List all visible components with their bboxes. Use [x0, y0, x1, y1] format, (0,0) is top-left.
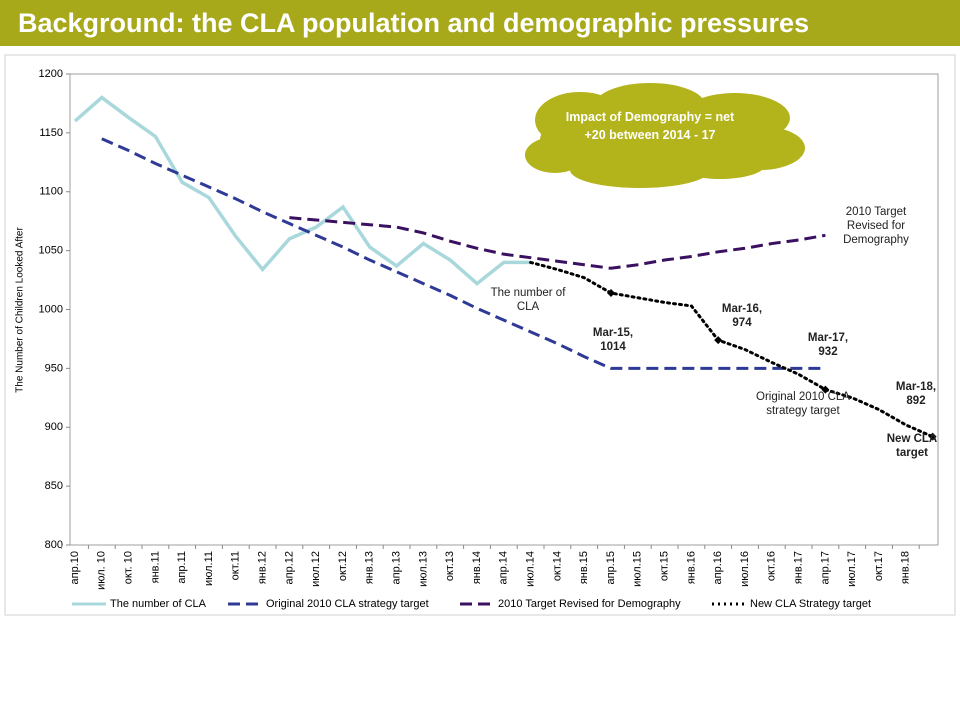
- x-tick-label: янв.11: [149, 551, 161, 583]
- x-tick-label: окт.13: [444, 551, 456, 581]
- point-label: Mar-16, 974: [721, 303, 763, 329]
- x-tick-label: окт.11: [230, 551, 242, 580]
- x-tick-label: июл.14: [525, 551, 537, 587]
- callout-text: Impact of Demography = net +20 between 2…: [565, 110, 735, 142]
- x-tick-label: окт.12: [337, 551, 349, 581]
- point-label: Mar-17, 932: [807, 332, 849, 358]
- x-tick-label: окт.15: [659, 551, 671, 581]
- legend-label: 2010 Target Revised for Demography: [498, 598, 681, 610]
- x-tick-label: янв.14: [471, 551, 483, 584]
- x-tick-label: янв.17: [793, 551, 805, 584]
- y-tick-label: 900: [45, 421, 63, 433]
- x-tick-label: июл. 10: [96, 551, 108, 590]
- y-tick-label: 1100: [39, 186, 63, 198]
- x-tick-label: окт.14: [551, 551, 563, 581]
- point-marker: [714, 336, 723, 345]
- x-tick-label: окт.16: [766, 551, 778, 581]
- x-tick-label: янв.18: [900, 551, 912, 584]
- annotation: Original 2010 CLA strategy target: [756, 391, 850, 417]
- x-tick-label: янв.16: [685, 551, 697, 584]
- series-line: [289, 216, 826, 270]
- x-tick-label: янв.13: [364, 551, 376, 584]
- x-tick-label: июл.17: [846, 551, 858, 587]
- series-line: [529, 260, 935, 439]
- x-tick-label: июл.13: [417, 551, 429, 587]
- x-tick-label: янв.15: [578, 551, 590, 584]
- x-tick-label: июл.16: [739, 551, 751, 587]
- x-tick-label: июл.15: [632, 551, 644, 587]
- point-marker: [607, 289, 615, 298]
- annotation: 2010 Target Revised for Demography: [843, 206, 909, 246]
- x-tick-label: янв.12: [257, 551, 269, 584]
- x-tick-label: апр.10: [69, 551, 81, 584]
- point-label: Mar-18, 892: [895, 381, 937, 407]
- x-tick-label: апр.12: [283, 551, 295, 584]
- x-tick-label: апр.13: [391, 551, 403, 584]
- cloud: [525, 83, 805, 188]
- x-tick-label: окт. 10: [123, 551, 135, 584]
- point-marker: [928, 432, 937, 441]
- legend-label: New CLA Strategy target: [750, 598, 871, 610]
- y-tick-label: 850: [45, 480, 63, 492]
- x-tick-label: апр.15: [605, 551, 617, 584]
- series-line: [101, 137, 826, 370]
- x-tick-label: июл.12: [310, 551, 322, 587]
- annotation: The number of CLA: [490, 287, 566, 313]
- y-tick-label: 1150: [39, 127, 63, 139]
- x-tick-label: апр.17: [819, 551, 831, 584]
- x-tick-label: апр.16: [712, 551, 724, 584]
- y-axis-label: The Number of Children Looked After: [15, 227, 26, 393]
- x-tick-label: окт.17: [873, 551, 885, 581]
- legend-label: The number of CLA: [110, 598, 207, 610]
- series-line: [73, 95, 531, 286]
- legend-label: Original 2010 CLA strategy target: [266, 598, 429, 610]
- y-tick-label: 1000: [39, 303, 63, 315]
- y-tick-label: 1050: [39, 245, 63, 257]
- slide-title: Background: the CLA population and demog…: [0, 0, 960, 46]
- x-tick-label: июл.11: [203, 551, 215, 586]
- y-tick-label: 1200: [39, 68, 63, 80]
- y-tick-label: 800: [45, 539, 63, 551]
- point-label: Mar-15, 1014: [592, 327, 634, 353]
- x-tick-label: апр.11: [176, 551, 188, 584]
- x-tick-label: апр.14: [498, 551, 510, 584]
- annotation: New CLA target: [886, 433, 938, 459]
- point-marker: [821, 385, 830, 394]
- y-tick-label: 950: [45, 362, 63, 374]
